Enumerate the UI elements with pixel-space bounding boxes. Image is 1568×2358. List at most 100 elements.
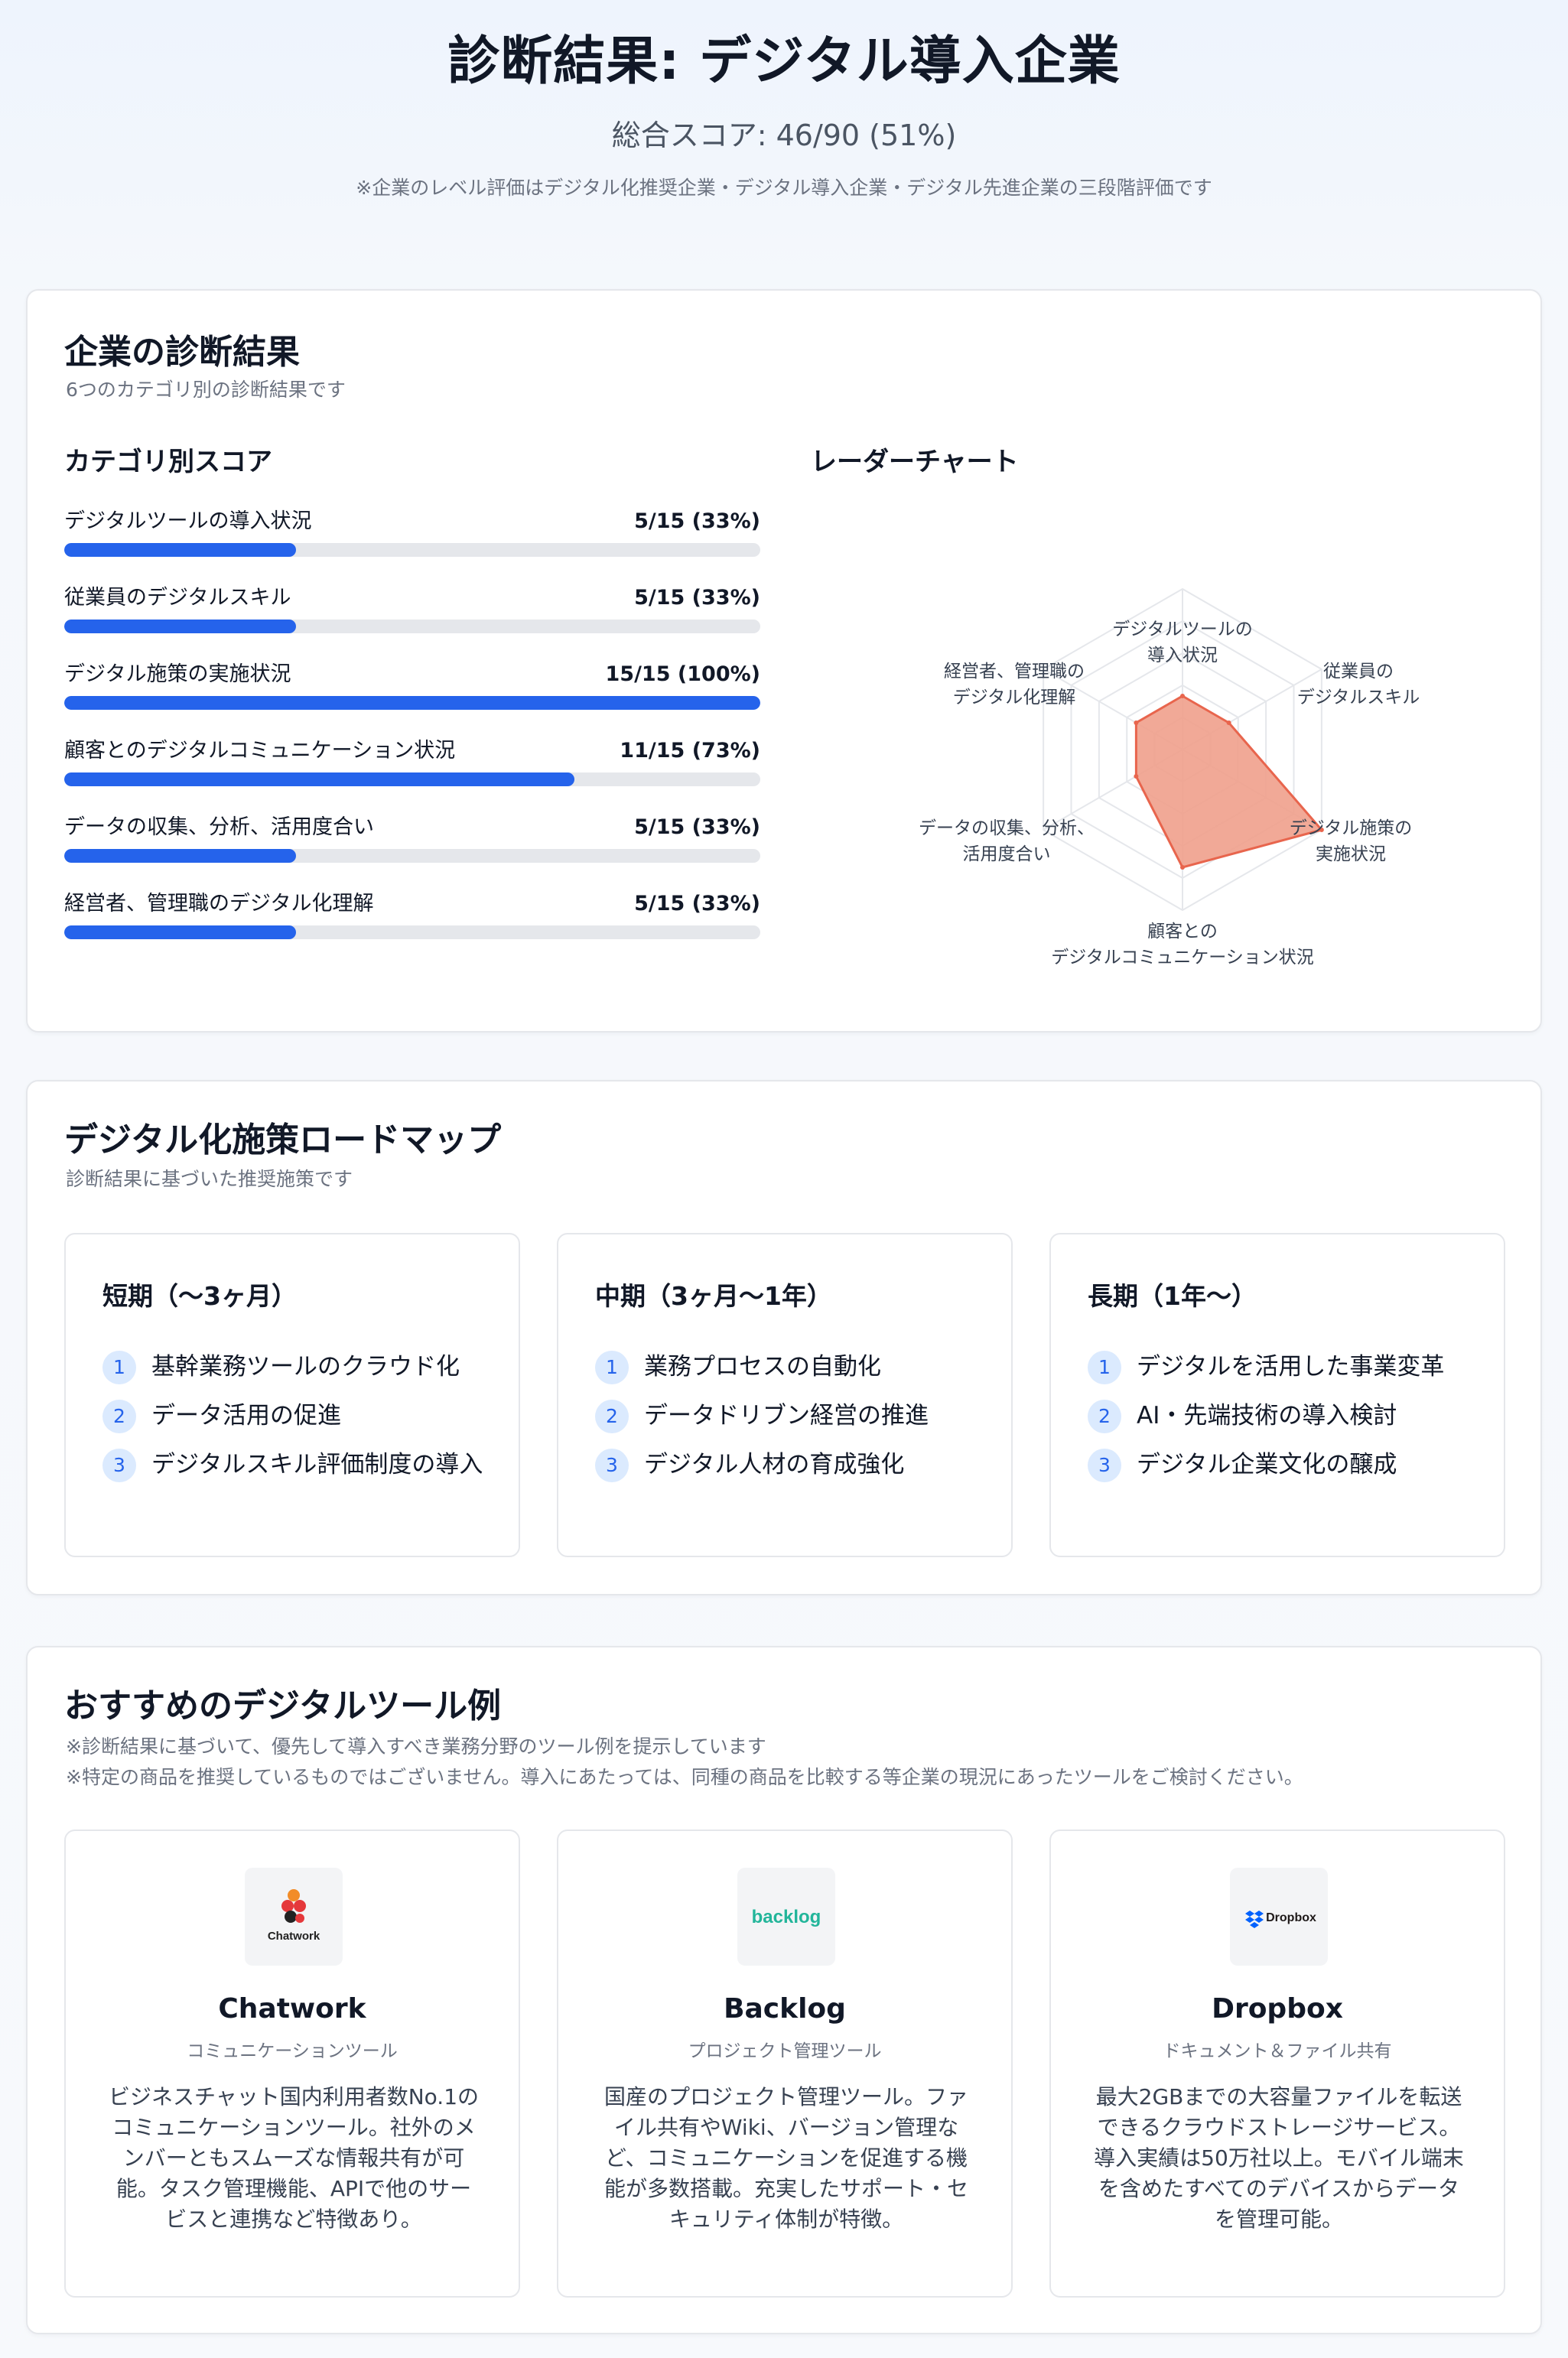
category-label: 顧客とのデジタルコミュニケーション状況 bbox=[64, 739, 456, 763]
tool-card-chatwork[interactable]: Chatwork Chatwork コミュニケーションツール ビジネスチャット国… bbox=[64, 1829, 520, 2298]
list-item: 1 業務プロセスの自動化 bbox=[595, 1348, 985, 1386]
tool-description: 最大2GBまでの大容量ファイルを転送できるクラウドストレージサービス。導入実績は… bbox=[1094, 2084, 1464, 2232]
step-number-badge: 3 bbox=[102, 1449, 136, 1482]
step-number-badge: 3 bbox=[595, 1449, 629, 1482]
step-text: AI・先端技術の導入検討 bbox=[1137, 1402, 1397, 1429]
chatwork-logo: Chatwork bbox=[245, 1868, 343, 1966]
step-text: デジタル人材の育成強化 bbox=[644, 1451, 905, 1478]
progress-fill bbox=[64, 543, 297, 557]
svg-text:Dropbox: Dropbox bbox=[1266, 1911, 1316, 1924]
diagnosis-subtitle: 6つのカテゴリ別の診断結果です bbox=[66, 379, 346, 401]
list-item: 2 データ活用の促進 bbox=[102, 1397, 493, 1435]
category-score-row: デジタル施策の実施状況 15/15 (100%) bbox=[64, 659, 760, 736]
list-item: 1 デジタルを活用した事業変革 bbox=[1088, 1348, 1478, 1386]
radar-data-point bbox=[1134, 720, 1139, 725]
list-item: 1 基幹業務ツールのクラウド化 bbox=[102, 1348, 493, 1386]
category-value: 15/15 (100%) bbox=[605, 662, 761, 686]
tool-description: 国産のプロジェクト管理ツール。ファイル共有やWiki、バージョン管理など、コミュ… bbox=[603, 2084, 968, 2232]
progress-track bbox=[64, 696, 760, 710]
phase-title: 中期（3ヶ月〜1年） bbox=[595, 1281, 832, 1311]
tools-title: おすすめのデジタルツール例 bbox=[64, 1686, 502, 1725]
backlog-logo: backlog bbox=[737, 1868, 835, 1966]
tools-note-1: ※診断結果に基づいて、優先して導入すべき業務分野のツール例を提示しています bbox=[66, 1735, 766, 1758]
list-item: 2 データドリブン経営の推進 bbox=[595, 1397, 985, 1435]
progress-fill bbox=[64, 620, 297, 633]
radar-axis-label: データの収集、分析、活用度合い bbox=[919, 818, 1095, 864]
svg-text:Chatwork: Chatwork bbox=[268, 1930, 320, 1943]
step-text: データ活用の促進 bbox=[151, 1402, 341, 1429]
list-item: 3 デジタル人材の育成強化 bbox=[595, 1446, 985, 1484]
progress-track bbox=[64, 925, 760, 939]
radar-axis-label: 顧客とのデジタルコミュニケーション状況 bbox=[1051, 922, 1314, 968]
category-value: 5/15 (33%) bbox=[634, 892, 760, 916]
step-number-badge: 1 bbox=[1088, 1351, 1121, 1384]
step-text: デジタル企業文化の醸成 bbox=[1137, 1451, 1397, 1478]
roadmap-subtitle: 診断結果に基づいた推奨施策です bbox=[66, 1168, 353, 1190]
category-label: デジタルツールの導入状況 bbox=[64, 509, 312, 533]
category-label: 従業員のデジタルスキル bbox=[64, 586, 291, 610]
radar-data-point bbox=[1134, 774, 1139, 779]
category-score-row: 経営者、管理職のデジタル化理解 5/15 (33%) bbox=[64, 889, 760, 965]
radar-axis-label: 経営者、管理職のデジタル化理解 bbox=[944, 662, 1085, 707]
tool-description: ビジネスチャット国内利用者数No.1のコミュニケーションツール。社外のメンバーと… bbox=[108, 2084, 480, 2232]
level-note: ※企業のレベル評価はデジタル化推奨企業・デジタル導入企業・デジタル先進企業の三段… bbox=[356, 177, 1212, 199]
tool-card-backlog[interactable]: backlog Backlog プロジェクト管理ツール 国産のプロジェクト管理ツ… bbox=[557, 1829, 1013, 2298]
category-scores-title: カテゴリ別スコア bbox=[64, 447, 272, 477]
progress-fill bbox=[64, 925, 297, 939]
tool-category: ドキュメント＆ファイル共有 bbox=[1163, 2041, 1392, 2061]
roadmap-title: デジタル化施策ロードマップ bbox=[64, 1120, 502, 1159]
phase-item-list: 1 基幹業務ツールのクラウド化 2 データ活用の促進 3 デジタルスキル評価制度の導入 bbox=[102, 1348, 493, 1494]
page-title: 診断結果: デジタル導入企業 bbox=[447, 31, 1121, 92]
tool-card-dropbox[interactable]: Dropbox Dropbox ドキュメント＆ファイル共有 最大2GBまでの大容… bbox=[1049, 1829, 1505, 2298]
radar-chart-title: レーダーチャート bbox=[811, 447, 1019, 477]
progress-track bbox=[64, 772, 760, 786]
step-number-badge: 1 bbox=[595, 1351, 629, 1384]
roadmap-card: デジタル化施策ロードマップ 診断結果に基づいた推奨施策です 短期（〜3ヶ月） 1… bbox=[26, 1080, 1542, 1595]
step-text: デジタルを活用した事業変革 bbox=[1137, 1353, 1445, 1381]
list-item: 2 AI・先端技術の導入検討 bbox=[1088, 1397, 1478, 1435]
progress-track bbox=[64, 849, 760, 863]
radar-data-point bbox=[1180, 865, 1185, 870]
category-score-row: 顧客とのデジタルコミュニケーション状況 11/15 (73%) bbox=[64, 736, 760, 812]
phase-mid-term: 中期（3ヶ月〜1年） 1 業務プロセスの自動化 2 データドリブン経営の推進 3 デジ… bbox=[557, 1233, 1013, 1557]
tool-category: プロジェクト管理ツール bbox=[688, 2041, 882, 2061]
category-score-list: デジタルツールの導入状況 5/15 (33%) 従業員のデジタルスキル 5/15… bbox=[64, 506, 760, 965]
diagnosis-title: 企業の診断結果 bbox=[64, 333, 300, 372]
phase-title: 長期（1年〜） bbox=[1088, 1281, 1257, 1311]
category-value: 5/15 (33%) bbox=[634, 509, 760, 533]
list-item: 3 デジタル企業文化の醸成 bbox=[1088, 1446, 1478, 1484]
tool-name: Backlog bbox=[724, 1993, 846, 2025]
page-header: 診断結果: デジタル導入企業 総合スコア: 46/90 (51%) ※企業のレベ… bbox=[0, 0, 1568, 289]
radar-data-point bbox=[1180, 694, 1185, 698]
category-score-row: データの収集、分析、活用度合い 5/15 (33%) bbox=[64, 812, 760, 889]
progress-fill bbox=[64, 772, 575, 786]
step-number-badge: 2 bbox=[102, 1400, 136, 1433]
step-text: デジタルスキル評価制度の導入 bbox=[151, 1451, 483, 1478]
phase-item-list: 1 業務プロセスの自動化 2 データドリブン経営の推進 3 デジタル人材の育成強化 bbox=[595, 1348, 985, 1494]
radar-data-point bbox=[1226, 720, 1231, 725]
step-number-badge: 3 bbox=[1088, 1449, 1121, 1482]
tool-category: コミュニケーションツール bbox=[187, 2041, 398, 2061]
tools-note-2: ※特定の商品を推奨しているものではございません。導入にあたっては、同種の商品を比… bbox=[66, 1766, 1303, 1788]
progress-fill bbox=[64, 696, 760, 710]
step-number-badge: 2 bbox=[595, 1400, 629, 1433]
phase-item-list: 1 デジタルを活用した事業変革 2 AI・先端技術の導入検討 3 デジタル企業文化の醸… bbox=[1088, 1348, 1478, 1494]
phase-short-term: 短期（〜3ヶ月） 1 基幹業務ツールのクラウド化 2 データ活用の促進 3 デジタルス… bbox=[64, 1233, 520, 1557]
radar-axis-label: デジタル施策の実施状況 bbox=[1290, 818, 1413, 864]
diagnosis-card: 企業の診断結果 6つのカテゴリ別の診断結果です カテゴリ別スコア レーダーチャー… bbox=[26, 289, 1542, 1033]
step-text: 基幹業務ツールのクラウド化 bbox=[151, 1353, 460, 1381]
progress-track bbox=[64, 543, 760, 557]
total-score: 総合スコア: 46/90 (51%) bbox=[611, 119, 957, 152]
tools-card: おすすめのデジタルツール例 ※診断結果に基づいて、優先して導入すべき業務分野のツ… bbox=[26, 1646, 1542, 2334]
category-value: 11/15 (73%) bbox=[620, 739, 760, 763]
progress-track bbox=[64, 620, 760, 633]
category-label: デジタル施策の実施状況 bbox=[64, 662, 291, 686]
tool-name: Chatwork bbox=[218, 1993, 366, 2025]
radar-axis-label: デジタルツールの導入状況 bbox=[1112, 620, 1253, 665]
step-text: 業務プロセスの自動化 bbox=[644, 1353, 881, 1381]
step-number-badge: 1 bbox=[102, 1351, 136, 1384]
svg-text:backlog: backlog bbox=[752, 1907, 821, 1927]
radar-chart: デジタルツールの導入状況従業員のデジタルスキルデジタル施策の実施状況顧客とのデジ… bbox=[919, 587, 1420, 968]
category-value: 5/15 (33%) bbox=[634, 815, 760, 839]
category-value: 5/15 (33%) bbox=[634, 586, 760, 610]
